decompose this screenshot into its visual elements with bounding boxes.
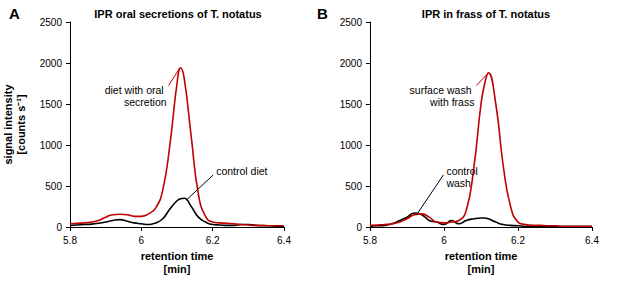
svg-text:1000: 1000 — [340, 140, 363, 151]
svg-text:IPR in frass of T. notatus: IPR in frass of T. notatus — [422, 8, 550, 20]
svg-text:2000: 2000 — [40, 58, 63, 69]
svg-text:IPR oral secretions of T. nota: IPR oral secretions of T. notatus — [94, 8, 261, 20]
svg-text:6.4: 6.4 — [277, 235, 291, 246]
svg-text:surface wash: surface wash — [410, 84, 475, 96]
svg-text:500: 500 — [45, 181, 62, 192]
svg-text:signal intensity: signal intensity — [2, 84, 14, 165]
svg-text:[min]: [min] — [468, 263, 495, 275]
svg-text:500: 500 — [345, 181, 362, 192]
svg-text:2500: 2500 — [340, 17, 363, 28]
svg-text:2500: 2500 — [40, 17, 63, 28]
svg-text:5.8: 5.8 — [63, 235, 77, 246]
svg-text:control diet: control diet — [216, 165, 267, 177]
svg-text:5.8: 5.8 — [363, 235, 377, 246]
svg-text:[counts s⁻¹]: [counts s⁻¹] — [15, 94, 27, 155]
svg-text:1000: 1000 — [40, 140, 63, 151]
svg-text:1500: 1500 — [340, 99, 363, 110]
svg-text:retention time: retention time — [141, 250, 214, 262]
svg-text:6.2: 6.2 — [511, 235, 525, 246]
svg-text:6: 6 — [139, 235, 145, 246]
svg-text:retention time: retention time — [445, 250, 518, 262]
svg-text:A: A — [9, 5, 20, 22]
svg-text:[min]: [min] — [164, 263, 191, 275]
svg-text:with frass: with frass — [429, 96, 474, 108]
svg-text:6.4: 6.4 — [585, 235, 599, 246]
svg-text:0: 0 — [56, 222, 62, 233]
svg-text:secretion: secretion — [124, 96, 167, 108]
svg-text:B: B — [317, 5, 328, 22]
svg-text:wash: wash — [445, 177, 471, 189]
svg-text:0: 0 — [356, 222, 362, 233]
svg-text:control: control — [446, 165, 480, 177]
svg-text:6.2: 6.2 — [206, 235, 220, 246]
svg-text:6: 6 — [441, 235, 447, 246]
svg-text:1500: 1500 — [40, 99, 63, 110]
svg-text:diet with oral: diet with oral — [105, 84, 167, 96]
svg-text:2000: 2000 — [340, 58, 363, 69]
